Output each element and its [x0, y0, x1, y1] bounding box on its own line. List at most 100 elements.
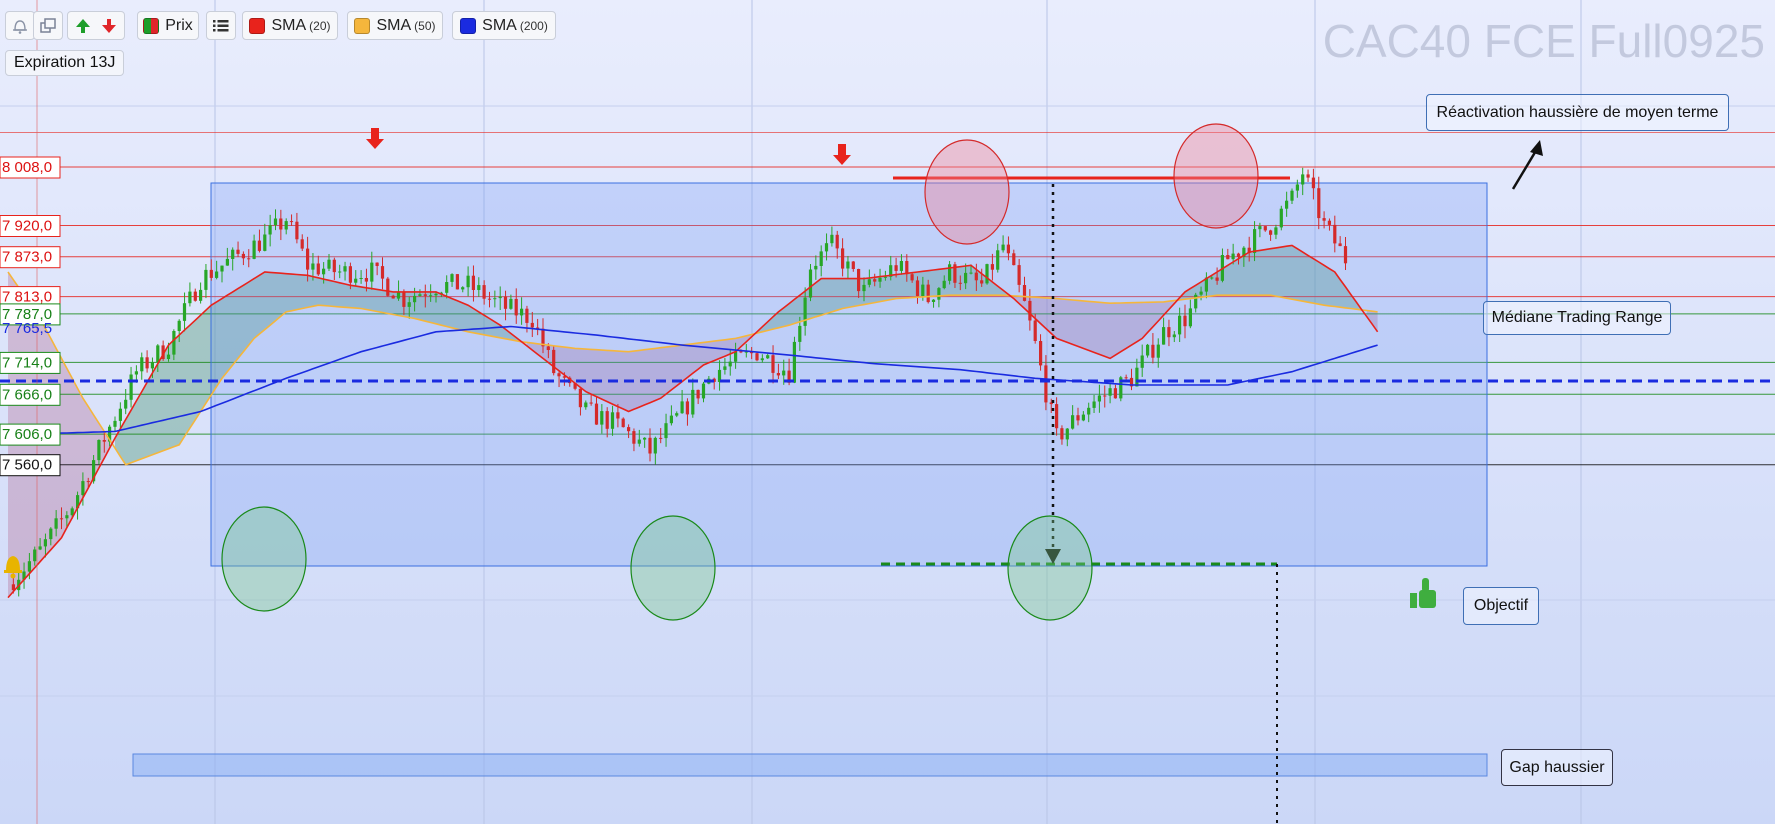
alert-bell-icon	[4, 556, 22, 579]
candle-bull	[327, 259, 331, 269]
candle-bear	[990, 264, 994, 270]
annotation-mediane[interactable]: Médiane Trading Range	[1483, 301, 1671, 335]
candle-bull	[65, 515, 69, 519]
sma50-indicator-chip[interactable]: SMA (50)	[347, 11, 443, 40]
candle-bear	[236, 249, 240, 254]
candle-bear	[1022, 285, 1027, 301]
candle-bull	[1194, 294, 1198, 309]
price-axis-label: 7 813,0	[2, 289, 52, 306]
candle-bull	[996, 250, 1000, 270]
candle-bull	[889, 265, 893, 277]
candle-bull	[49, 528, 53, 540]
candle-bull	[54, 518, 58, 529]
candle-bull	[150, 362, 154, 369]
candle-bull	[450, 274, 454, 282]
candle-bull	[1199, 291, 1203, 295]
candle-bear	[1060, 428, 1064, 440]
candle-bear	[557, 373, 561, 377]
detach-window-button[interactable]	[33, 11, 63, 40]
arrow-down-icon[interactable]	[100, 17, 118, 35]
candle-bull	[942, 280, 946, 289]
sma20-indicator-chip[interactable]: SMA (20)	[242, 11, 338, 40]
sma-lines	[7, 244, 1379, 599]
candle-bear	[1012, 253, 1016, 266]
candle-bull	[830, 234, 834, 244]
candle-bear	[616, 412, 620, 419]
candle-bull	[878, 277, 882, 282]
sma50-swatch	[354, 17, 371, 34]
candle-bear	[455, 274, 459, 290]
candle-bull	[1210, 277, 1214, 279]
sma200-label: SMA	[482, 16, 517, 34]
candle-bull	[782, 370, 786, 376]
price-axis-label: 8 008,0	[2, 159, 52, 176]
candle-bull	[584, 402, 588, 408]
candle-bear	[332, 259, 336, 273]
candle-bull	[883, 276, 887, 278]
top-circle-2	[1173, 123, 1259, 229]
candle-bear	[980, 280, 984, 284]
price-axis-label: 7 714,0	[2, 354, 52, 371]
candle-bear	[857, 269, 861, 292]
candle-bear	[503, 296, 508, 309]
buy-sell-buttons[interactable]	[67, 11, 125, 40]
candle-bear	[59, 518, 64, 520]
annotation-objectif[interactable]: Objectif	[1463, 587, 1539, 625]
candle-bear	[209, 269, 213, 278]
window-icon	[40, 17, 56, 33]
candle-bear	[1124, 377, 1128, 379]
sma200-period: (200)	[519, 18, 548, 33]
candle-bull	[1156, 344, 1160, 358]
candle-bull	[610, 412, 615, 429]
candle-bear	[739, 351, 743, 353]
candle-bull	[1242, 247, 1246, 257]
candle-bull	[734, 351, 738, 362]
candle-bear	[712, 378, 716, 382]
candle-bull	[343, 266, 347, 272]
candle-bull	[199, 289, 203, 301]
candle-bear	[841, 248, 845, 269]
candle-bull	[948, 264, 952, 281]
price-display-button[interactable]: Prix	[137, 11, 199, 40]
candle-bull	[1065, 428, 1069, 440]
candle-bear	[423, 294, 427, 296]
candle-bear	[776, 373, 780, 376]
candle-bear	[632, 431, 636, 444]
candle-bear	[193, 291, 197, 301]
candle-bear	[86, 481, 90, 483]
candle-bear	[1151, 344, 1155, 358]
annotation-reactivation[interactable]: Réactivation haussière de moyen terme	[1426, 94, 1729, 131]
candle-bull	[370, 262, 374, 282]
arrow-up-icon[interactable]	[74, 17, 92, 35]
annotation-gap[interactable]: Gap haussier	[1501, 749, 1613, 786]
candle-bear	[380, 266, 385, 279]
candle-bear	[289, 221, 294, 223]
candle-bear	[1263, 226, 1267, 231]
candle-bull	[156, 345, 160, 363]
candle-bull	[434, 293, 438, 296]
candle-bull	[1135, 367, 1139, 387]
candle-bear	[1049, 402, 1053, 405]
candle-bull	[177, 320, 181, 331]
candle-bull	[172, 331, 176, 355]
candle-bull	[81, 481, 85, 496]
candle-bull	[1097, 395, 1101, 402]
alert-button[interactable]	[5, 11, 35, 40]
candle-bear	[905, 261, 909, 275]
candle-bull	[792, 341, 796, 383]
candle-bull	[808, 269, 813, 298]
candle-bear	[364, 278, 368, 282]
candle-bull	[1172, 334, 1176, 338]
candle-bull	[520, 308, 524, 316]
candle-bear	[145, 357, 149, 369]
candle-bull	[268, 225, 272, 235]
candle-bear	[1017, 265, 1021, 285]
candle-bear	[974, 272, 978, 281]
sma200-indicator-chip[interactable]: SMA (200)	[452, 11, 556, 40]
candle-bear	[402, 291, 406, 307]
candle-bull	[862, 284, 866, 292]
candle-bear	[247, 258, 251, 260]
sma50-label: SMA	[376, 16, 412, 34]
indicator-list-button[interactable]	[206, 11, 236, 40]
